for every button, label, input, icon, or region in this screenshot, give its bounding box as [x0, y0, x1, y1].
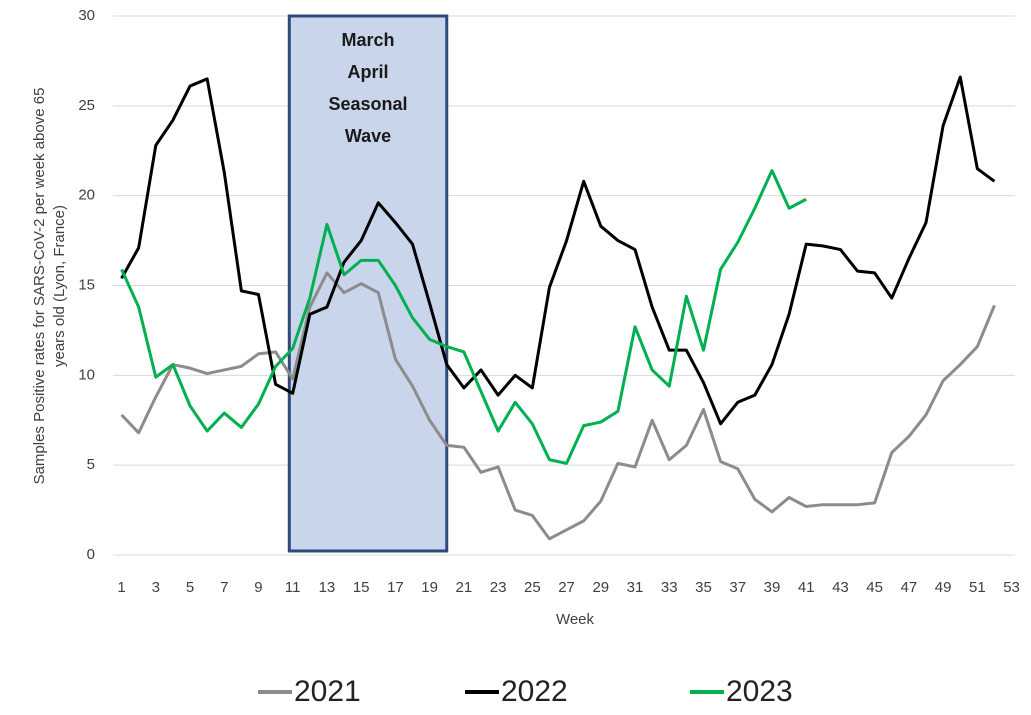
x-tick-label: 25	[524, 579, 541, 596]
y-tick-label: 15	[78, 276, 95, 293]
x-tick-label: 7	[220, 579, 228, 596]
highlight-label: March	[342, 30, 395, 50]
highlight-label: Seasonal	[329, 94, 408, 114]
x-tick-label: 31	[627, 579, 644, 596]
y-axis-title-line: Samples Positive rates for SARS-CoV-2 pe…	[31, 88, 48, 485]
legend-label: 2022	[501, 675, 568, 708]
y-axis-title-line: years old (Lyon, France)	[51, 205, 68, 367]
y-tick-label: 5	[87, 456, 95, 473]
y-tick-label: 25	[78, 97, 95, 114]
y-axis-title: Samples Positive rates for SARS-CoV-2 pe…	[31, 88, 68, 485]
x-tick-label: 45	[866, 579, 883, 596]
x-tick-label: 17	[387, 579, 404, 596]
x-tick-label: 33	[661, 579, 678, 596]
x-tick-label: 35	[695, 579, 712, 596]
x-tick-label: 19	[421, 579, 438, 596]
x-tick-label: 39	[764, 579, 781, 596]
series-line	[120, 271, 996, 541]
x-tick-label: 43	[832, 579, 849, 596]
x-axis-title: Week	[556, 611, 595, 628]
x-tick-label: 5	[186, 579, 194, 596]
x-tick-label: 51	[969, 579, 986, 596]
x-tick-label: 11	[285, 579, 301, 596]
series-line	[120, 75, 996, 426]
x-tick-label: 41	[798, 579, 815, 596]
x-tick-label: 23	[490, 579, 507, 596]
highlight-label: Wave	[345, 126, 391, 146]
x-tick-label: 47	[901, 579, 918, 596]
x-tick-label: 29	[592, 579, 609, 596]
legend-label: 2023	[726, 675, 793, 708]
y-tick-label: 10	[78, 366, 95, 383]
y-tick-label: 20	[78, 187, 95, 204]
x-tick-label: 13	[319, 579, 336, 596]
y-tick-label: 30	[78, 7, 95, 24]
x-tick-label: 1	[117, 579, 125, 596]
x-tick-label: 21	[456, 579, 473, 596]
series-line	[120, 169, 807, 465]
x-tick-label: 9	[254, 579, 262, 596]
highlight-label: April	[348, 62, 389, 82]
highlight-band	[287, 14, 449, 553]
x-tick-label: 27	[558, 579, 575, 596]
legend-label: 2021	[294, 675, 361, 708]
y-tick-label: 0	[87, 546, 95, 563]
x-tick-label: 37	[729, 579, 746, 596]
x-tick-label: 49	[935, 579, 952, 596]
x-tick-label: 3	[152, 579, 160, 596]
x-tick-label: 53	[1003, 579, 1020, 596]
x-tick-label: 15	[353, 579, 370, 596]
